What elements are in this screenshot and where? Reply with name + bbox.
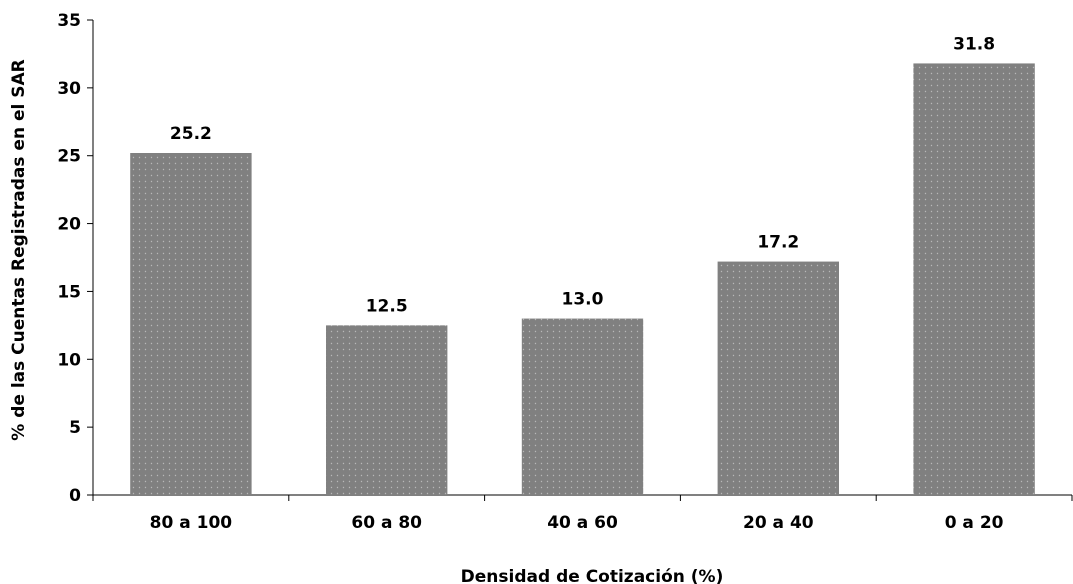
bar-value-label: 12.5 <box>366 296 408 316</box>
x-tick-label: 40 a 60 <box>547 513 618 533</box>
bar-value-label: 31.8 <box>953 34 995 54</box>
y-tick-label: 30 <box>57 79 81 99</box>
bar-value-label: 25.2 <box>170 124 212 144</box>
y-axis: 0 5 10 15 20 25 30 35 <box>57 11 94 506</box>
y-tick-label: 35 <box>57 11 81 31</box>
bar <box>913 63 1035 496</box>
x-tick-label: 80 a 100 <box>150 513 233 533</box>
x-axis-title: Densidad de Cotización (%) <box>461 567 724 584</box>
data-labels: 25.2 12.5 13.0 17.2 31.8 <box>170 34 995 316</box>
bar-value-label: 13.0 <box>562 290 604 310</box>
x-tick-label: 60 a 80 <box>351 513 422 533</box>
y-tick-label: 10 <box>57 350 81 370</box>
bar <box>717 261 839 495</box>
bar <box>130 153 252 495</box>
x-tick-label: 20 a 40 <box>743 513 814 533</box>
y-tick-label: 5 <box>69 418 81 438</box>
bar <box>326 325 448 495</box>
y-axis-title: % de las Cuentas Registradas en el SAR <box>9 59 29 440</box>
x-tick-label: 0 a 20 <box>945 513 1004 533</box>
y-tick-label: 15 <box>57 282 81 302</box>
y-tick-label: 25 <box>57 147 81 167</box>
y-tick-label: 0 <box>69 486 81 506</box>
bar-value-label: 17.2 <box>757 233 799 253</box>
bar <box>521 318 644 495</box>
bars <box>130 63 1035 496</box>
y-tick-label: 20 <box>57 215 81 235</box>
x-axis: 80 a 100 60 a 80 40 a 60 20 a 40 0 a 20 <box>92 494 1073 533</box>
